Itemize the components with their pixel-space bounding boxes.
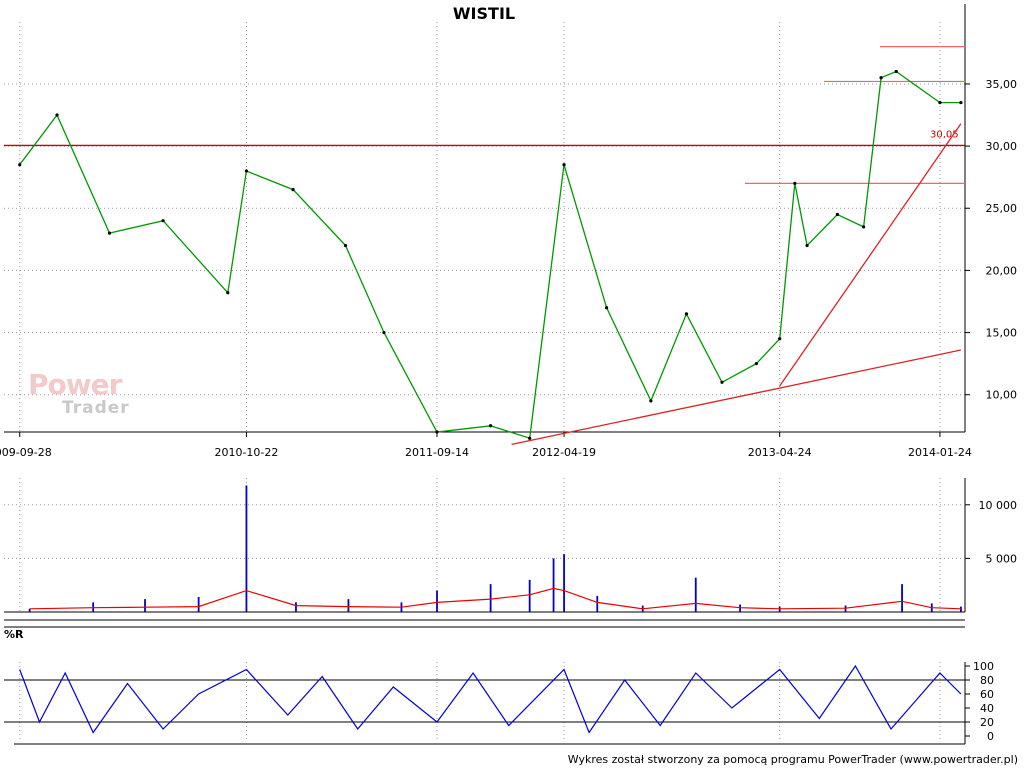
price-point <box>435 430 439 434</box>
price-point <box>649 399 653 403</box>
price-point <box>835 212 839 217</box>
price-point <box>18 163 22 167</box>
volume-bar <box>596 595 599 612</box>
price-point <box>861 225 866 229</box>
price-x-tick-label: 2014-01-24 <box>908 446 972 459</box>
volume-bar <box>694 577 697 612</box>
volume-y-tick-label: 5 000 <box>986 552 1018 565</box>
price-y-tick-label: 20,00 <box>986 264 1018 277</box>
volume-bar <box>563 554 565 612</box>
footer-credit: Wykres został stworzony za pomocą progra… <box>567 753 1018 766</box>
price-point <box>604 306 609 310</box>
volume-bar <box>528 579 531 612</box>
price-point <box>562 163 566 167</box>
price-x-tick-label: 2013-04-24 <box>748 446 812 459</box>
price-point <box>959 100 963 105</box>
oscillator-y-tick-label: 0 <box>987 730 994 743</box>
oscillator-y-tick-label: 80 <box>980 674 994 687</box>
oscillator-y-tick-label: 100 <box>973 660 994 673</box>
volume-bar <box>901 584 903 612</box>
powertrader-logo: Power Trader <box>28 368 168 428</box>
trend-line <box>511 349 962 446</box>
logo-power-text: Power <box>28 368 122 401</box>
price-point <box>778 337 782 341</box>
oscillator-line <box>19 664 962 734</box>
volume-y-tick-label: 10 000 <box>979 499 1018 512</box>
oscillator-y-tick-label: 40 <box>980 702 994 715</box>
price-point <box>754 362 758 366</box>
price-x-tick-label: 2009-09-28 <box>0 446 52 459</box>
volume-bar <box>245 485 248 612</box>
price-point <box>938 100 942 105</box>
volume-bar <box>197 596 200 612</box>
price-x-tick-label: 2011-09-14 <box>405 446 469 459</box>
price-y-tick-label: 10,00 <box>986 389 1018 402</box>
price-point <box>382 330 386 335</box>
price-point <box>879 76 883 80</box>
price-point <box>226 291 230 295</box>
oscillator-y-tick-label: 20 <box>980 716 994 729</box>
price-x-tick-label: 2010-10-22 <box>214 446 278 459</box>
volume-moving-average <box>29 587 961 610</box>
volume-bar <box>28 608 31 612</box>
price-point <box>684 312 689 316</box>
price-y-tick-label: 30,00 <box>986 140 1018 153</box>
volume-bar <box>489 584 492 612</box>
price-point <box>805 243 809 248</box>
price-point <box>894 69 898 74</box>
price-point <box>720 380 724 384</box>
logo-trader-text: Trader <box>62 398 130 418</box>
price-y-tick-label: 15,00 <box>986 327 1018 340</box>
volume-bar <box>436 590 438 612</box>
price-line-label: 30,05 <box>930 129 959 140</box>
price-point <box>793 181 797 185</box>
volume-bar <box>552 558 555 612</box>
volume-bar <box>347 599 350 612</box>
trend-line <box>779 123 962 387</box>
price-point <box>55 113 59 117</box>
oscillator-title: %R <box>4 628 24 641</box>
price-point <box>161 219 165 223</box>
volume-bar <box>295 602 297 612</box>
price-y-tick-label: 35,00 <box>986 78 1018 91</box>
price-point <box>343 243 348 248</box>
price-y-tick-label: 25,00 <box>986 202 1018 215</box>
price-point <box>528 436 532 440</box>
price-x-tick-label: 2012-04-19 <box>532 446 596 459</box>
volume-bar <box>144 599 146 612</box>
price-point <box>291 188 295 192</box>
price-point <box>489 424 493 428</box>
price-point <box>107 231 112 235</box>
chart-title: WISTIL <box>453 4 515 23</box>
price-point <box>244 169 249 173</box>
volume-bar <box>960 606 962 612</box>
oscillator-y-tick-label: 60 <box>980 688 994 701</box>
